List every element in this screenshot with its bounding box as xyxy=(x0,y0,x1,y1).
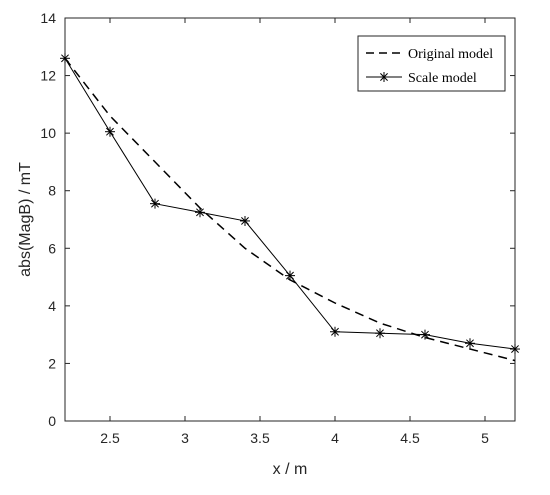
y-tick-label: 8 xyxy=(48,183,56,199)
data-point-scale-model-stroke xyxy=(286,271,294,280)
legend-asterisk xyxy=(379,72,389,82)
data-point-scale-model xyxy=(420,329,430,340)
x-tick-label: 5 xyxy=(481,430,489,446)
y-tick-label: 0 xyxy=(48,413,56,429)
legend: Original model Scale model xyxy=(357,35,506,92)
y-tick-label: 10 xyxy=(40,125,56,141)
data-point-scale-model-stroke xyxy=(241,216,249,225)
data-point-scale-model xyxy=(150,198,160,209)
x-tick-label: 2.5 xyxy=(100,430,120,446)
series-layer xyxy=(60,53,520,362)
data-point-scale-model xyxy=(240,215,250,226)
data-point-scale-model-stroke xyxy=(196,208,204,217)
x-tick-label: 3 xyxy=(181,430,189,446)
x-axis-title: x / m xyxy=(273,461,308,478)
data-point-scale-model xyxy=(195,207,205,218)
x-tick-label: 4 xyxy=(331,430,339,446)
data-point-scale-model-stroke xyxy=(331,327,339,336)
data-point-scale-model-stroke xyxy=(106,127,114,136)
y-axis-title: abs(MagB) / mT xyxy=(17,162,34,277)
data-point-scale-model xyxy=(330,326,340,337)
y-tick-label: 12 xyxy=(40,68,56,84)
data-point-scale-model xyxy=(105,126,115,137)
legend-asterisk-stroke xyxy=(380,73,388,81)
y-tick-label: 4 xyxy=(48,298,56,314)
data-point-scale-model xyxy=(60,53,70,64)
legend-box xyxy=(357,35,506,92)
y-tick-label: 2 xyxy=(48,355,56,371)
x-axis-ticks: 2.5 3 3.5 4 4.5 5 xyxy=(100,18,489,446)
legend-label-original-model: Original model xyxy=(408,47,493,62)
legend-marker-scale-model xyxy=(379,72,389,82)
y-tick-label: 6 xyxy=(48,240,56,256)
data-point-scale-model-stroke xyxy=(466,339,474,348)
y-axis-ticks: 0 2 4 6 8 10 12 14 xyxy=(40,10,515,429)
data-point-scale-model xyxy=(510,344,520,355)
data-point-scale-model-stroke xyxy=(61,54,69,63)
data-point-scale-model-stroke xyxy=(421,330,429,339)
data-point-scale-model xyxy=(465,338,475,349)
y-tick-label: 14 xyxy=(40,10,56,26)
legend-label-scale-model: Scale model xyxy=(408,71,477,86)
data-point-scale-model-stroke xyxy=(151,199,159,208)
x-tick-label: 4.5 xyxy=(400,430,420,446)
data-point-scale-model-stroke xyxy=(511,345,519,353)
data-point-scale-model xyxy=(375,328,385,339)
data-point-scale-model-stroke xyxy=(376,329,384,338)
data-point-scale-model xyxy=(285,270,295,281)
x-tick-label: 3.5 xyxy=(250,430,270,446)
